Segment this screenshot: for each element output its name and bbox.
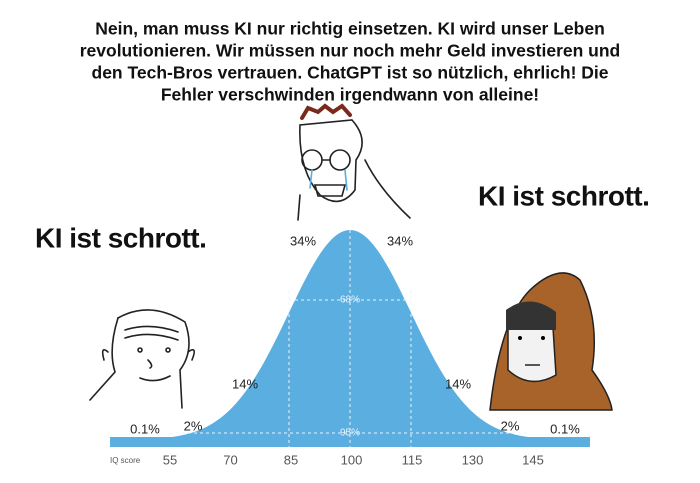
percent-label: 14% <box>232 376 258 391</box>
top-text-line: Fehler verschwinden irgendwann von allei… <box>161 85 539 105</box>
axis-tick-label: 85 <box>284 452 298 467</box>
axis-tick-label: 55 <box>163 452 177 467</box>
axis-tick-label: 100 <box>341 452 363 467</box>
percent-label: 14% <box>445 376 471 391</box>
percent-label: 34% <box>387 233 413 248</box>
wojak-center <box>297 103 411 221</box>
percent-label: 0.1% <box>550 421 580 436</box>
wojak-left <box>89 309 196 409</box>
axis-tick-label: 130 <box>462 452 484 467</box>
band-label: 95% <box>340 428 360 439</box>
axis-tick-label: 145 <box>522 452 544 467</box>
hooded-right <box>489 272 613 411</box>
sd-lines <box>170 230 530 447</box>
axis-label: IQ score <box>110 456 141 465</box>
left-label: KI ist schrott. <box>35 222 206 253</box>
top-text-line: Nein, man muss KI nur richtig einsetzen.… <box>95 19 605 39</box>
band-label: 68% <box>340 295 360 306</box>
percent-label: 34% <box>290 233 316 248</box>
percent-label: 2% <box>184 418 203 433</box>
top-text-line: revolutionieren. Wir müssen nur noch meh… <box>80 41 621 61</box>
percent-label: 0.1% <box>130 421 160 436</box>
axis-tick-label: 70 <box>223 452 237 467</box>
percent-label: 2% <box>501 418 520 433</box>
right-label: KI ist schrott. <box>478 180 649 211</box>
axis-tick-label: 115 <box>402 452 423 467</box>
top-text-line: den Tech-Bros vertrauen. ChatGPT ist so … <box>92 63 609 83</box>
